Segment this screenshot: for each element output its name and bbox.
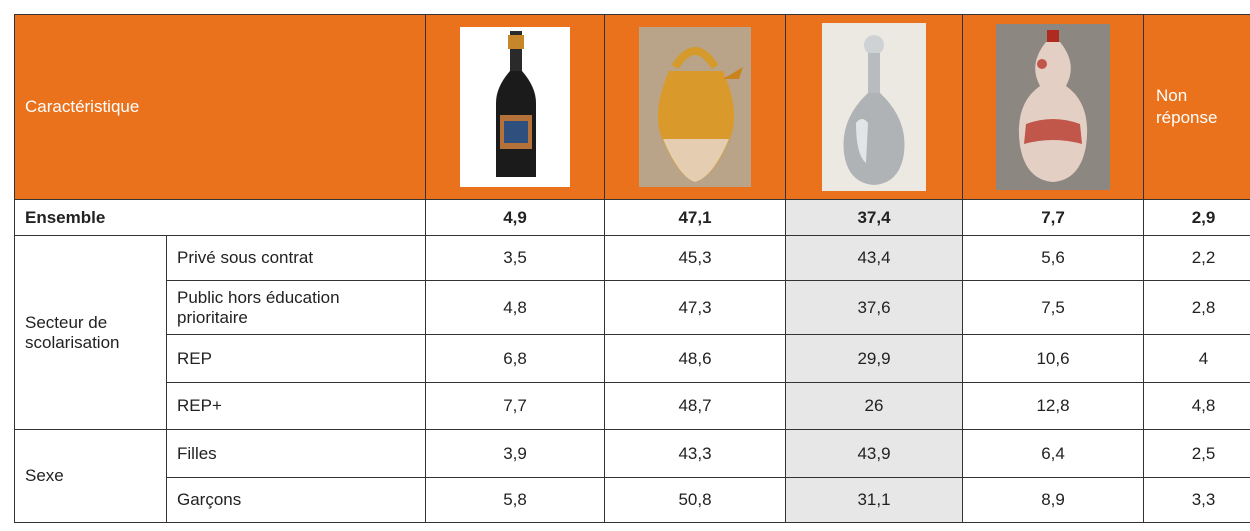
group-label: Sexe bbox=[15, 430, 167, 523]
value-cell: 2,9 bbox=[1144, 200, 1250, 236]
value-cell: 47,3 bbox=[605, 281, 786, 335]
row-label: REP bbox=[167, 335, 426, 383]
value-cell: 37,6 bbox=[786, 281, 963, 335]
vase-image bbox=[996, 24, 1110, 190]
value-cell: 4,8 bbox=[426, 281, 605, 335]
value-cell: 3,5 bbox=[426, 236, 605, 281]
row-label: REP+ bbox=[167, 383, 426, 430]
value-cell: 4,8 bbox=[1144, 383, 1250, 430]
row-label: Ensemble bbox=[15, 200, 426, 236]
page: {"header": {"first": "Caractéristique", … bbox=[0, 0, 1250, 531]
table-wrapper: Caractéristique bbox=[14, 14, 1250, 523]
row-label: Public hors éducation prioritaire bbox=[167, 281, 426, 335]
value-cell: 7,7 bbox=[426, 383, 605, 430]
bottle-image bbox=[460, 27, 570, 187]
value-cell: 29,9 bbox=[786, 335, 963, 383]
value-cell: 47,1 bbox=[605, 200, 786, 236]
value-cell: 2,8 bbox=[1144, 281, 1250, 335]
value-cell: 6,4 bbox=[963, 430, 1144, 478]
value-cell: 45,3 bbox=[605, 236, 786, 281]
value-cell: 5,6 bbox=[963, 236, 1144, 281]
row-label: Filles bbox=[167, 430, 426, 478]
data-table: Caractéristique bbox=[14, 14, 1250, 523]
value-cell: 7,5 bbox=[963, 281, 1144, 335]
header-image-cell bbox=[963, 15, 1144, 200]
value-cell: 43,4 bbox=[786, 236, 963, 281]
carafe-image bbox=[822, 23, 926, 191]
value-cell: 3,9 bbox=[426, 430, 605, 478]
jug-image bbox=[639, 27, 751, 187]
value-cell: 48,7 bbox=[605, 383, 786, 430]
value-cell: 2,5 bbox=[1144, 430, 1250, 478]
value-cell: 50,8 bbox=[605, 478, 786, 523]
value-cell: 43,9 bbox=[786, 430, 963, 478]
header-image-cell bbox=[786, 15, 963, 200]
value-cell: 5,8 bbox=[426, 478, 605, 523]
value-cell: 12,8 bbox=[963, 383, 1144, 430]
value-cell: 4 bbox=[1144, 335, 1250, 383]
value-cell: 7,7 bbox=[963, 200, 1144, 236]
row-label: Privé sous contrat bbox=[167, 236, 426, 281]
value-cell: 37,4 bbox=[786, 200, 963, 236]
group-label: Secteur de scolarisation bbox=[15, 236, 167, 430]
value-cell: 8,9 bbox=[963, 478, 1144, 523]
value-cell: 6,8 bbox=[426, 335, 605, 383]
header-image-cell bbox=[605, 15, 786, 200]
header-label: Caractéristique bbox=[15, 15, 426, 200]
header-label: Non réponse bbox=[1144, 15, 1250, 200]
value-cell: 26 bbox=[786, 383, 963, 430]
value-cell: 48,6 bbox=[605, 335, 786, 383]
table-header: Caractéristique bbox=[15, 15, 1250, 200]
value-cell: 31,1 bbox=[786, 478, 963, 523]
value-cell: 2,2 bbox=[1144, 236, 1250, 281]
header-image-cell bbox=[426, 15, 605, 200]
value-cell: 43,3 bbox=[605, 430, 786, 478]
value-cell: 10,6 bbox=[963, 335, 1144, 383]
value-cell: 4,9 bbox=[426, 200, 605, 236]
header-row: Caractéristique bbox=[15, 15, 1250, 200]
row-label: Garçons bbox=[167, 478, 426, 523]
value-cell: 3,3 bbox=[1144, 478, 1250, 523]
